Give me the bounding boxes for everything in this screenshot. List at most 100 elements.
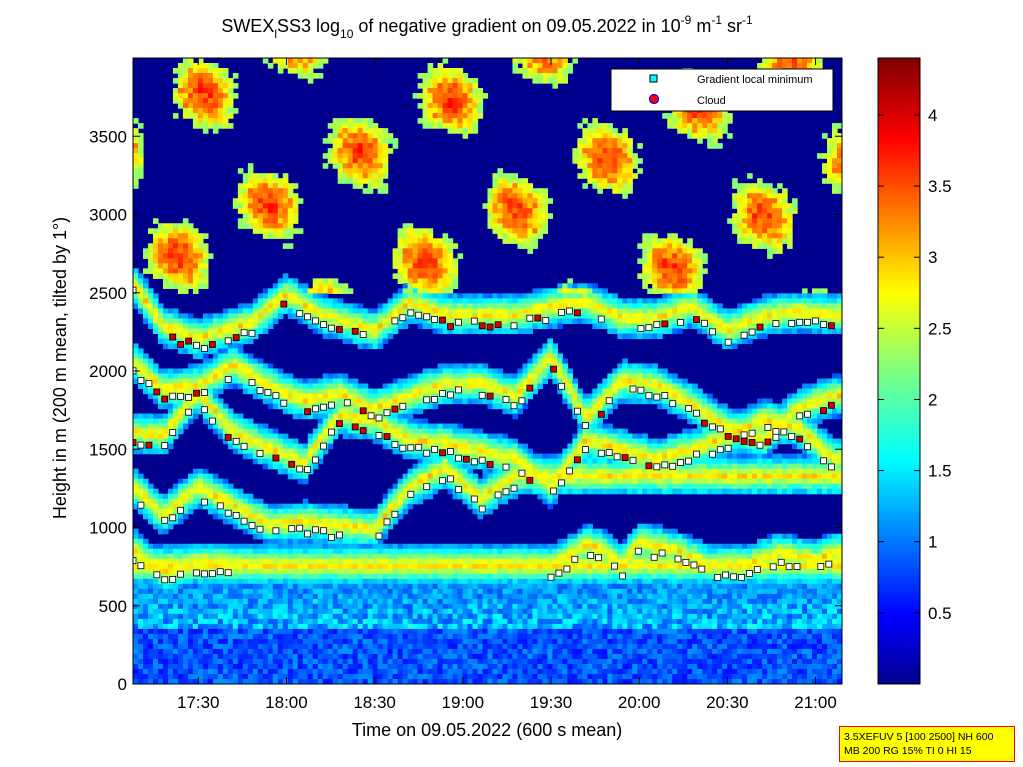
heatmap-cell bbox=[133, 468, 139, 475]
heatmap-cell bbox=[222, 493, 229, 500]
heatmap-cell bbox=[147, 633, 154, 640]
heatmap-cell bbox=[182, 248, 189, 254]
heatmap-cell bbox=[312, 558, 319, 565]
heatmap-cell bbox=[167, 638, 174, 645]
heatmap-cell bbox=[447, 388, 454, 395]
chart-title: SWEXlSS3 log10 of negative gradient on 0… bbox=[221, 13, 753, 41]
heatmap-cell bbox=[332, 638, 339, 645]
heatmap-cell bbox=[422, 123, 429, 129]
heatmap-cell bbox=[362, 318, 369, 325]
heatmap-cell bbox=[367, 548, 374, 555]
heatmap-cell bbox=[332, 153, 339, 159]
heatmap-cell bbox=[402, 643, 409, 650]
heatmap-cell bbox=[247, 448, 254, 455]
heatmap-cell bbox=[347, 148, 354, 154]
heatmap-cell bbox=[287, 633, 294, 640]
heatmap-cell bbox=[402, 583, 409, 590]
heatmap-cell bbox=[142, 253, 149, 259]
heatmap-cell bbox=[157, 418, 164, 425]
heatmap-cell bbox=[147, 543, 154, 550]
heatmap-cell bbox=[182, 673, 189, 680]
heatmap-cell bbox=[337, 503, 344, 510]
heatmap-cell bbox=[397, 673, 404, 680]
heatmap-cell bbox=[357, 623, 364, 630]
heatmap-cell bbox=[297, 298, 304, 304]
heatmap-cell bbox=[267, 318, 274, 325]
heatmap-cell bbox=[133, 343, 139, 350]
heatmap-cell bbox=[367, 643, 374, 650]
heatmap-cell bbox=[262, 58, 269, 64]
heatmap-cell bbox=[172, 423, 179, 430]
heatmap-cell bbox=[397, 278, 404, 284]
heatmap-cell bbox=[147, 388, 154, 395]
heatmap-cell bbox=[222, 578, 229, 585]
heatmap-cell bbox=[197, 258, 204, 264]
heatmap-cell bbox=[142, 368, 149, 375]
heatmap-cell bbox=[242, 543, 249, 550]
heatmap-cell bbox=[242, 558, 249, 565]
heatmap-cell bbox=[402, 323, 409, 330]
heatmap-cell bbox=[187, 488, 194, 495]
heatmap-cell bbox=[257, 568, 264, 575]
heatmap-cell bbox=[257, 588, 264, 595]
heatmap-cell bbox=[337, 558, 344, 565]
heatmap-cell bbox=[427, 318, 434, 325]
heatmap-cell bbox=[133, 638, 139, 645]
heatmap-cell bbox=[147, 423, 154, 430]
heatmap-cell bbox=[147, 248, 154, 254]
heatmap-cell bbox=[277, 648, 284, 655]
heatmap-cell bbox=[402, 433, 409, 440]
heatmap-cell bbox=[302, 443, 309, 450]
heatmap-cell bbox=[292, 543, 299, 550]
heatmap-cell bbox=[227, 488, 234, 495]
heatmap-cell bbox=[152, 488, 159, 495]
heatmap-cell bbox=[392, 313, 399, 320]
heatmap-cell bbox=[462, 293, 469, 299]
heatmap-cell bbox=[347, 618, 354, 625]
heatmap-cell bbox=[277, 673, 284, 680]
heatmap-cell bbox=[257, 678, 264, 684]
heatmap-cell bbox=[337, 283, 344, 289]
heatmap-cell bbox=[347, 548, 354, 555]
heatmap-cell bbox=[322, 378, 329, 385]
heatmap-cell bbox=[422, 438, 429, 445]
heatmap-cell bbox=[257, 458, 264, 465]
heatmap-cell bbox=[182, 328, 189, 335]
heatmap-cell bbox=[272, 613, 279, 620]
heatmap-cell bbox=[412, 378, 419, 385]
heatmap-cell bbox=[167, 613, 174, 620]
heatmap-cell bbox=[297, 508, 304, 515]
heatmap-cell bbox=[332, 313, 339, 320]
heatmap-cell bbox=[217, 608, 224, 615]
heatmap-cell bbox=[442, 473, 449, 480]
heatmap-cell bbox=[207, 478, 214, 485]
heatmap-cell bbox=[182, 583, 189, 590]
heatmap-cell bbox=[152, 393, 159, 400]
heatmap-cell bbox=[242, 213, 249, 219]
heatmap-cell bbox=[237, 618, 244, 625]
heatmap-cell bbox=[142, 388, 149, 395]
heatmap-cell bbox=[192, 228, 199, 234]
heatmap-cell bbox=[312, 618, 319, 625]
heatmap-cell bbox=[292, 618, 299, 625]
heatmap-cell bbox=[282, 438, 289, 445]
heatmap-cell bbox=[377, 633, 384, 640]
heatmap-cell bbox=[367, 123, 374, 129]
heatmap-cell bbox=[422, 563, 429, 570]
heatmap-cell bbox=[177, 243, 184, 249]
heatmap-cell bbox=[217, 118, 224, 124]
heatmap-cell bbox=[182, 423, 189, 430]
heatmap-cell bbox=[462, 608, 469, 615]
heatmap-cell bbox=[247, 603, 254, 610]
heatmap-cell bbox=[172, 238, 179, 244]
heatmap-cell bbox=[187, 368, 194, 375]
heatmap-cell bbox=[282, 618, 289, 625]
heatmap-cell bbox=[227, 663, 234, 670]
heatmap-cell bbox=[252, 558, 259, 565]
heatmap-cell bbox=[387, 393, 394, 400]
heatmap-cell bbox=[382, 588, 389, 595]
heatmap-cell bbox=[202, 583, 209, 590]
heatmap-cell bbox=[397, 603, 404, 610]
heatmap-cell bbox=[352, 543, 359, 550]
heatmap-cell bbox=[362, 313, 369, 320]
